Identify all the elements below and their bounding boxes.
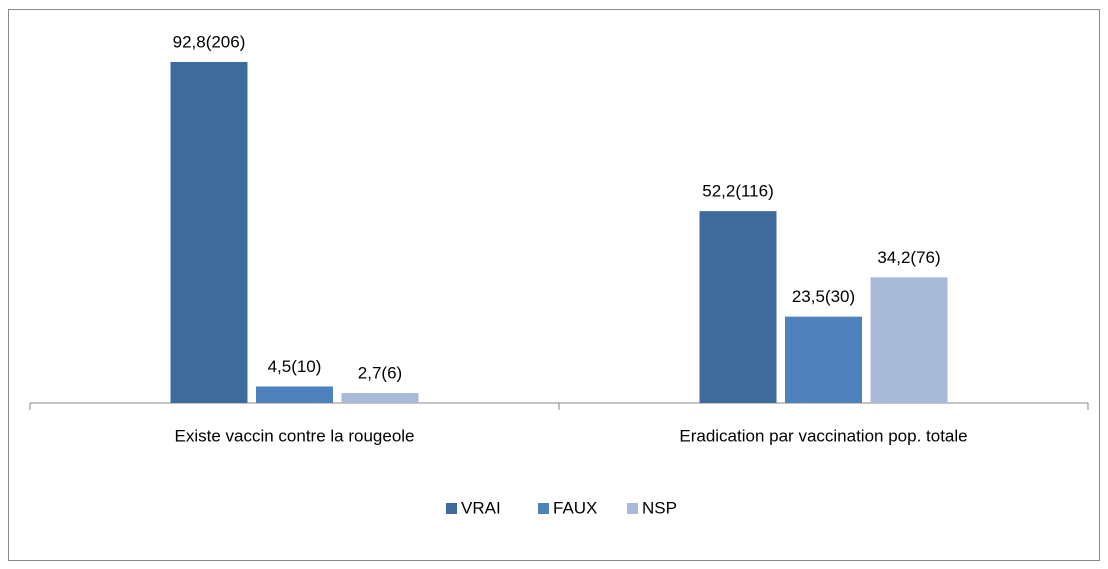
bar [170,61,248,404]
legend-swatch [627,503,638,514]
bar [870,277,948,403]
bar [785,316,862,403]
bar [699,211,777,403]
data-label: 4,5(10) [268,357,322,376]
data-label: 92,8(206) [173,32,246,51]
data-label: 34,2(76) [877,248,940,267]
data-label: 52,2(116) [702,182,774,201]
legend-label: NSP [642,498,677,517]
legend-swatch [446,503,457,514]
data-label: 23,5(30) [792,287,855,306]
legend-label: FAUX [553,498,597,517]
bar [256,386,333,403]
legend-label: VRAI [461,498,501,517]
x-tick-label: Eradication par vaccination pop. totale [679,426,967,445]
data-label: 2,7(6) [358,364,402,383]
legend-swatch [538,503,549,514]
bar [341,393,419,403]
x-tick-label: Existe vaccin contre la rougeole [174,426,414,445]
